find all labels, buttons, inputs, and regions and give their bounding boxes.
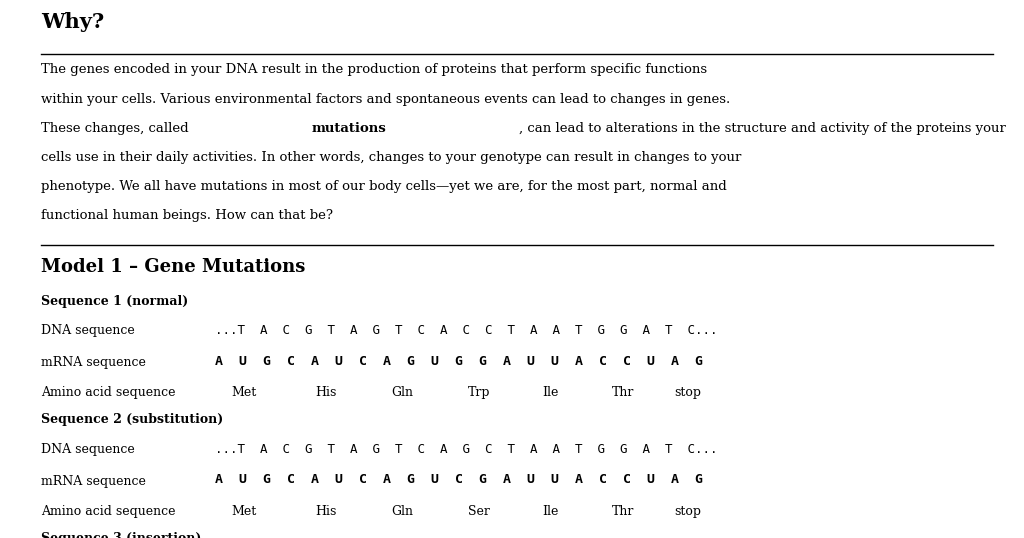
Text: The genes encoded in your DNA result in the production of proteins that perform : The genes encoded in your DNA result in … [41, 63, 708, 76]
Text: A  U  G  C  A  U  C  A  G  U  G  G  A  U  U  A  C  C  U  A  G: A U G C A U C A G U G G A U U A C C U A … [215, 355, 703, 367]
Text: Met: Met [231, 505, 256, 518]
Text: These changes, called: These changes, called [41, 122, 193, 134]
Text: Sequence 2 (substitution): Sequence 2 (substitution) [41, 413, 223, 426]
Text: Thr: Thr [611, 386, 634, 399]
Text: Met: Met [231, 386, 256, 399]
Text: Model 1 – Gene Mutations: Model 1 – Gene Mutations [41, 258, 305, 276]
Text: Ile: Ile [543, 505, 559, 518]
Text: Gln: Gln [391, 386, 414, 399]
Text: Ser: Ser [468, 505, 490, 518]
Text: Amino acid sequence: Amino acid sequence [41, 386, 175, 399]
Text: Amino acid sequence: Amino acid sequence [41, 505, 175, 518]
Text: functional human beings. How can that be?: functional human beings. How can that be… [41, 209, 333, 222]
Text: Gln: Gln [391, 505, 414, 518]
Text: within your cells. Various environmental factors and spontaneous events can lead: within your cells. Various environmental… [41, 93, 730, 105]
Text: mRNA sequence: mRNA sequence [41, 475, 145, 487]
Text: cells use in their daily activities. In other words, changes to your genotype ca: cells use in their daily activities. In … [41, 151, 741, 164]
Text: Thr: Thr [611, 505, 634, 518]
Text: His: His [315, 386, 336, 399]
Text: Sequence 3 (insertion): Sequence 3 (insertion) [41, 532, 202, 538]
Text: A  U  G  C  A  U  C  A  G  U  C  G  A  U  U  A  C  C  U  A  G: A U G C A U C A G U C G A U U A C C U A … [215, 473, 703, 486]
Text: mRNA sequence: mRNA sequence [41, 356, 145, 369]
Text: ...T  A  C  G  T  A  G  T  C  A  C  C  T  A  A  T  G  G  A  T  C...: ...T A C G T A G T C A C C T A A T G G A… [215, 324, 718, 337]
Text: Why?: Why? [41, 12, 104, 32]
Text: DNA sequence: DNA sequence [41, 324, 135, 337]
Text: DNA sequence: DNA sequence [41, 443, 135, 456]
Text: phenotype. We all have mutations in most of our body cells—yet we are, for the m: phenotype. We all have mutations in most… [41, 180, 727, 193]
Text: stop: stop [675, 505, 701, 518]
Text: His: His [315, 505, 336, 518]
Text: Ile: Ile [543, 386, 559, 399]
Text: stop: stop [675, 386, 701, 399]
Text: Trp: Trp [468, 386, 490, 399]
Text: mutations: mutations [311, 122, 386, 134]
Text: , can lead to alterations in the structure and activity of the proteins your: , can lead to alterations in the structu… [519, 122, 1006, 134]
Text: Sequence 1 (normal): Sequence 1 (normal) [41, 295, 188, 308]
Text: ...T  A  C  G  T  A  G  T  C  A  G  C  T  A  A  T  G  G  A  T  C...: ...T A C G T A G T C A G C T A A T G G A… [215, 443, 718, 456]
